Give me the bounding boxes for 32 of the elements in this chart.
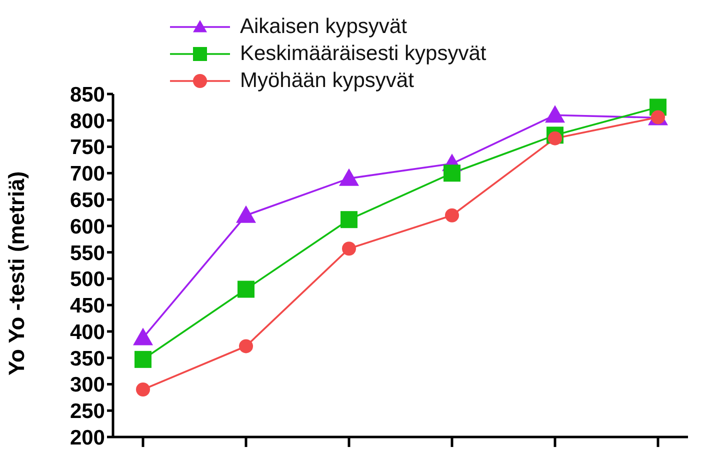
point [238, 280, 254, 298]
point [545, 105, 565, 123]
point [445, 208, 459, 222]
y-tick-label: 300 [70, 374, 105, 397]
y-axis-title: Yo Yo -testi (metriä) [4, 171, 29, 376]
point [340, 211, 358, 228]
point [444, 164, 460, 182]
y-tick-label: 600 [70, 215, 105, 238]
y-tick-label: 850 [70, 83, 105, 106]
y-tick-label: 750 [70, 136, 105, 160]
y-tick-label: 350 [70, 347, 105, 370]
y-tick-label: 450 [70, 294, 105, 318]
y-tick-label: 650 [70, 188, 105, 212]
y-tick-label: 200 [70, 426, 105, 450]
y-tick-label: 400 [70, 320, 105, 344]
point [342, 242, 356, 256]
legend-label: Aikaisen kypsyvät [240, 14, 407, 38]
point [134, 350, 152, 368]
point [133, 328, 153, 346]
point [236, 205, 256, 223]
point [239, 339, 253, 354]
y-tick-label: 800 [70, 110, 105, 133]
y-tick-label: 500 [70, 268, 105, 292]
point [651, 110, 665, 124]
y-tick-label: 550 [70, 242, 105, 265]
y-tick-label: 250 [70, 400, 105, 424]
point [548, 131, 562, 146]
point [136, 382, 150, 397]
legend-label: Keskimääräisesti kypsyvät [240, 42, 486, 66]
y-tick-label: 700 [70, 162, 105, 186]
legend-label: Myöhään kypsyvät [240, 68, 414, 92]
point [339, 168, 359, 186]
